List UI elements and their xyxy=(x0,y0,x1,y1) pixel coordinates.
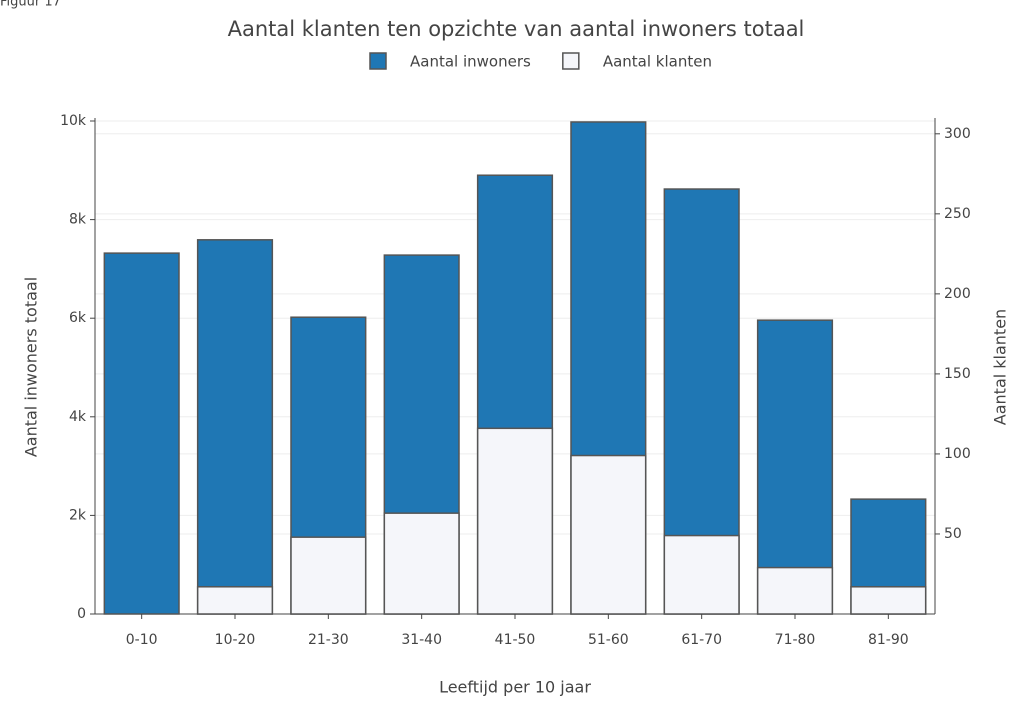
y2-tick-label: 300 xyxy=(944,126,971,142)
bar xyxy=(383,512,460,615)
y2-tick-label: 50 xyxy=(944,526,962,542)
y-tick-label: 6k xyxy=(69,310,87,326)
x-tick-label: 41-50 xyxy=(495,632,536,648)
x-tick-label: 21-30 xyxy=(308,632,349,648)
legend-label: Aantal klanten xyxy=(603,53,712,71)
y2-tick-label: 150 xyxy=(944,366,971,382)
bar xyxy=(663,534,740,615)
x-tick-label: 81-90 xyxy=(868,632,909,648)
legend-swatch xyxy=(369,52,387,70)
x-axis-title: Leeftijd per 10 jaar xyxy=(439,678,591,697)
bar xyxy=(756,566,834,615)
bar xyxy=(756,319,834,615)
x-tick-label: 31-40 xyxy=(401,632,442,648)
y2-axis-title: Aantal klanten xyxy=(991,309,1010,425)
y-tick-label: 2k xyxy=(69,507,87,523)
y-tick-label: 0 xyxy=(77,606,86,622)
x-tick-label: 10-20 xyxy=(215,632,256,648)
y2-tick-label: 100 xyxy=(944,446,971,462)
chart-title: Aantal klanten ten opzichte van aantal i… xyxy=(228,17,805,41)
y2-tick-label: 200 xyxy=(944,286,971,302)
bar xyxy=(850,586,927,615)
x-tick-label: 61-70 xyxy=(681,632,722,648)
y-tick-label: 4k xyxy=(69,409,87,425)
x-tick-label: 71-80 xyxy=(775,632,816,648)
caption: Figuur 17 xyxy=(0,0,61,10)
y-axis-title: Aantal inwoners totaal xyxy=(22,277,41,457)
bar xyxy=(570,454,647,615)
x-tick-label: 51-60 xyxy=(588,632,629,648)
bar xyxy=(196,239,274,615)
x-tick-label: 0-10 xyxy=(126,632,158,648)
bar xyxy=(196,586,274,615)
y-tick-label: 10k xyxy=(60,113,87,129)
y2-tick-label: 250 xyxy=(944,206,971,222)
bar xyxy=(290,536,367,615)
bar xyxy=(103,252,180,615)
y-tick-label: 8k xyxy=(69,212,87,228)
legend-swatch xyxy=(562,52,580,70)
legend-label: Aantal inwoners xyxy=(410,53,531,71)
bar xyxy=(476,427,554,615)
